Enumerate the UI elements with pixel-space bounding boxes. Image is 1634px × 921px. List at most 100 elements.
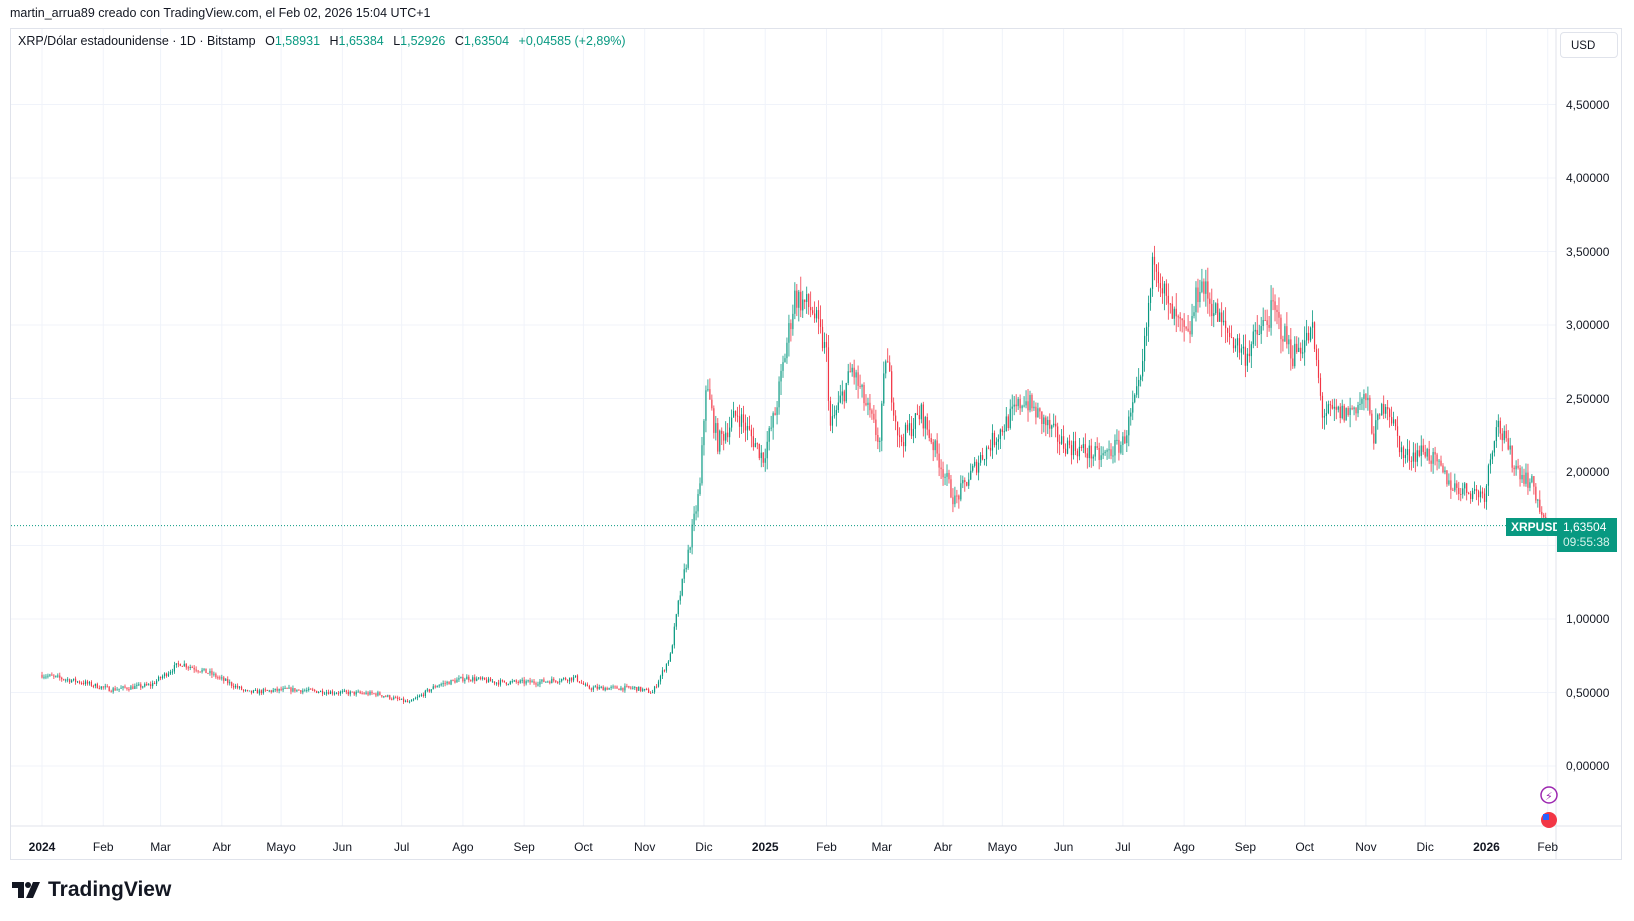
candle-up: [116, 689, 118, 691]
low-value: 1,52926: [400, 34, 446, 48]
candle-down: [1402, 447, 1405, 459]
candle-up: [229, 682, 231, 684]
time-tick: Oct: [574, 840, 593, 854]
candle-up: [705, 390, 707, 421]
candle-up: [84, 681, 87, 685]
candle-down: [1308, 332, 1310, 341]
candle-up: [667, 661, 669, 664]
candle-up: [1252, 331, 1254, 345]
candle-down: [1001, 429, 1003, 432]
candle-down: [873, 413, 875, 420]
time-tick: Nov: [634, 840, 656, 854]
tradingview-logo[interactable]: TradingView: [12, 878, 171, 902]
candle-down: [300, 690, 302, 693]
candle-up: [661, 670, 664, 677]
candle-up: [511, 681, 513, 683]
candle-down: [630, 687, 632, 689]
candle-up: [487, 678, 490, 683]
candle-up: [1088, 445, 1090, 459]
candle-down: [1280, 317, 1282, 340]
candle-up: [1009, 408, 1011, 428]
candle-down: [709, 389, 711, 400]
candle-down: [454, 680, 456, 683]
candle-down: [345, 690, 347, 692]
candle-down: [503, 680, 505, 683]
candle-down: [1157, 271, 1160, 284]
candle-up: [547, 681, 549, 683]
candle-down: [250, 690, 253, 693]
candle-up: [499, 680, 502, 685]
price-tick: 0,00000: [1566, 759, 1610, 773]
candle-up: [201, 669, 203, 672]
candle-down: [1365, 394, 1367, 401]
candle-down: [889, 362, 891, 372]
candle-down: [871, 410, 873, 414]
candle-down: [223, 677, 225, 681]
candle-down: [1161, 288, 1163, 294]
candle-up: [1240, 348, 1243, 353]
candle-up: [806, 294, 808, 302]
candle-down: [434, 686, 436, 688]
candle-up: [167, 673, 170, 677]
candle-up: [731, 417, 733, 428]
candle-up: [594, 686, 596, 688]
price-tick: 4,00000: [1566, 171, 1610, 185]
candle-up: [320, 690, 322, 692]
candle-down: [128, 689, 130, 691]
candle-up: [1128, 416, 1130, 436]
candle-up: [904, 424, 907, 447]
candle-up: [934, 440, 936, 451]
candle-up: [341, 691, 343, 693]
candle-up: [1142, 361, 1144, 377]
candle-down: [1313, 322, 1316, 349]
candle-up: [776, 407, 778, 416]
candle-down: [1227, 328, 1229, 333]
candle-down: [280, 688, 282, 691]
candle-up: [1033, 406, 1035, 409]
time-tick: Abr: [933, 840, 953, 854]
candle-down: [96, 683, 98, 689]
candle-up: [687, 549, 689, 568]
candle-down: [938, 453, 940, 468]
candle-up: [786, 342, 788, 359]
candle-down: [734, 410, 737, 416]
candle-down: [1513, 467, 1515, 470]
candle-up: [157, 676, 160, 681]
candle-up: [258, 690, 260, 694]
candle-down: [1440, 460, 1442, 466]
candle-down: [286, 687, 288, 689]
candle-down: [422, 694, 424, 697]
candle-down: [748, 425, 751, 430]
symbol-title[interactable]: XRP/Dólar estadounidense · 1D · Bitstamp: [18, 34, 256, 48]
candle-down: [114, 688, 116, 691]
candle-down: [928, 429, 930, 438]
candle-up: [1114, 440, 1116, 456]
candle-up: [1140, 376, 1142, 380]
candle-down: [916, 413, 918, 416]
candle-up: [118, 688, 120, 690]
candle-down: [853, 367, 855, 378]
candle-up: [782, 362, 784, 371]
candle-up: [1306, 332, 1308, 341]
candle-down: [1076, 451, 1079, 457]
chart-frame[interactable]: [10, 28, 1622, 860]
candle-up: [1327, 404, 1329, 414]
candle-up: [1489, 459, 1492, 466]
candle-up: [357, 691, 359, 693]
candle-down: [875, 419, 877, 435]
candle-up: [1134, 394, 1136, 403]
candle-up: [1021, 405, 1023, 409]
candle-down: [197, 670, 199, 672]
currency-button[interactable]: USD: [1560, 32, 1618, 58]
candle-down: [428, 689, 430, 692]
candle-up: [1138, 379, 1140, 387]
candle-up: [855, 372, 857, 378]
candle-down: [1276, 309, 1278, 313]
price-tick: 1,00000: [1566, 612, 1610, 626]
candle-down: [1452, 489, 1454, 491]
candle-down: [817, 310, 820, 320]
time-tick: Sep: [513, 840, 535, 854]
candle-up: [142, 686, 144, 688]
candle-down: [211, 671, 213, 675]
